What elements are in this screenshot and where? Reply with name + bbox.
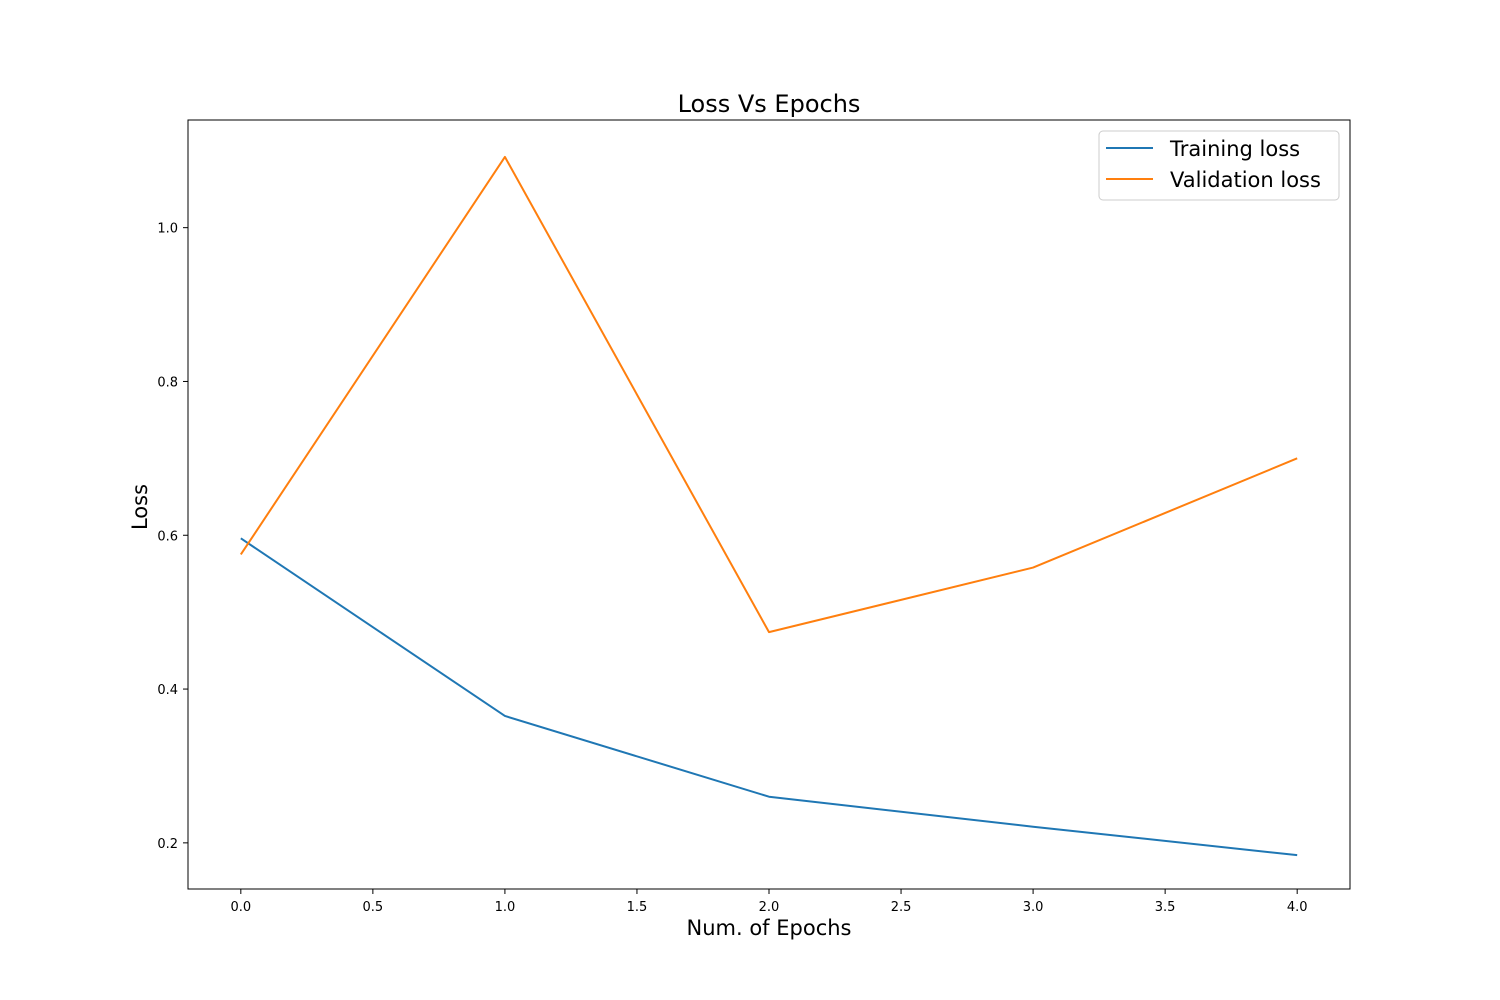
x-tick-label: 4.0 bbox=[1287, 900, 1308, 915]
series-lines bbox=[239, 155, 1298, 857]
x-tick-label: 2.5 bbox=[891, 900, 912, 915]
y-tick-label: 0.2 bbox=[157, 837, 178, 852]
x-axis-ticks: 0.0 0.5 1.0 1.5 2.0 2.5 3.0 3.5 4.0 bbox=[230, 889, 1308, 915]
y-axis-title: Loss bbox=[128, 484, 152, 530]
legend-label: Training loss bbox=[1169, 137, 1300, 161]
legend: Training loss Validation loss bbox=[1098, 130, 1340, 201]
y-tick-label: 0.8 bbox=[157, 375, 178, 390]
x-tick-label: 3.5 bbox=[1155, 900, 1176, 915]
x-tick-label: 2.0 bbox=[759, 900, 780, 915]
x-tick-label: 1.0 bbox=[495, 900, 516, 915]
legend-box bbox=[1098, 130, 1340, 201]
axes-frame bbox=[187, 119, 1351, 890]
x-tick-label: 3.0 bbox=[1023, 900, 1044, 915]
x-axis-title: Num. of Epochs bbox=[687, 916, 852, 940]
legend-label: Validation loss bbox=[1170, 168, 1321, 192]
x-tick-label: 0.0 bbox=[230, 900, 251, 915]
y-axis-ticks: 0.2 0.4 0.6 0.8 1.0 bbox=[157, 222, 188, 852]
x-tick-label: 1.5 bbox=[627, 900, 648, 915]
x-tick-label: 0.5 bbox=[363, 900, 384, 915]
y-tick-label: 0.4 bbox=[157, 683, 178, 698]
chart-title: Loss Vs Epochs bbox=[678, 90, 861, 118]
y-tick-label: 1.0 bbox=[157, 222, 178, 237]
y-tick-label: 0.6 bbox=[157, 529, 178, 544]
